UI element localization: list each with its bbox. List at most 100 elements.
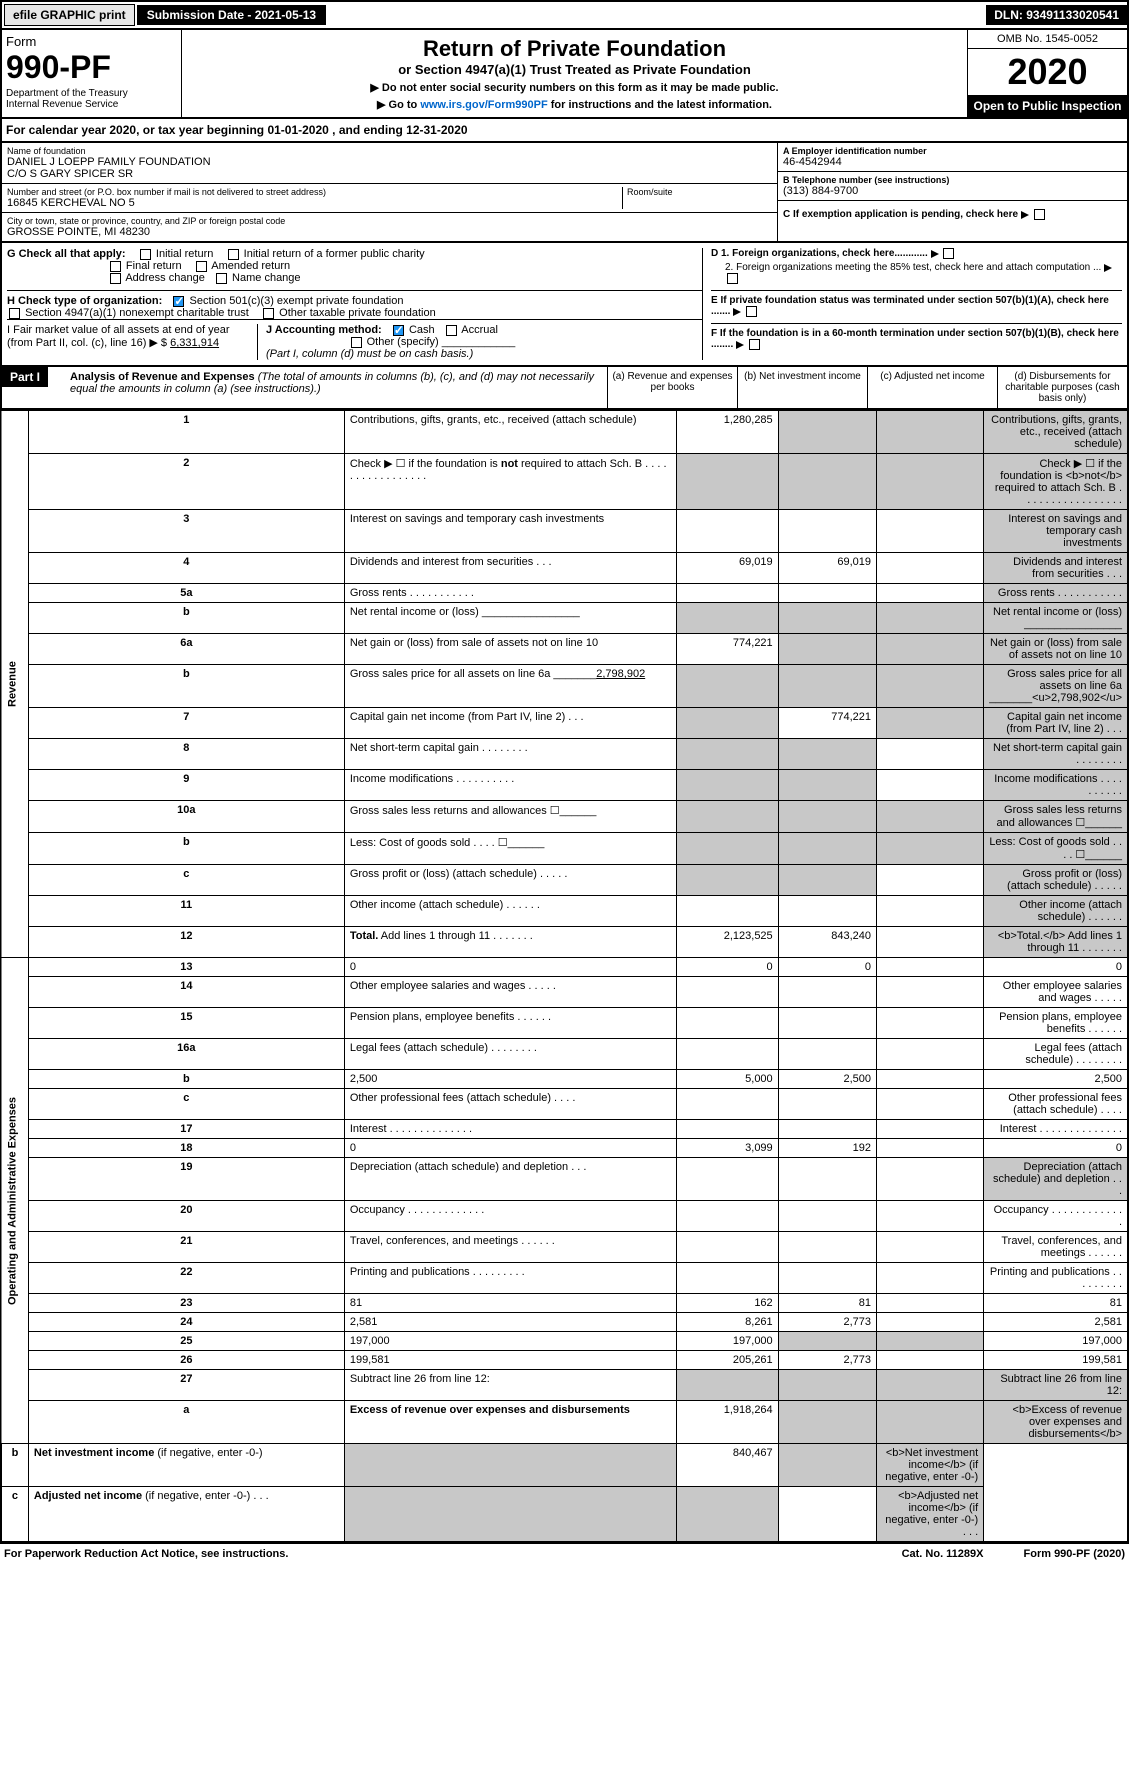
row-num: 10a	[28, 801, 344, 833]
checkbox[interactable]	[263, 308, 274, 319]
cell-d: Printing and publications . . . . . . . …	[984, 1263, 1128, 1294]
cell-b	[778, 1089, 876, 1120]
cell-c	[877, 1370, 984, 1401]
cell-c	[877, 1139, 984, 1158]
table-row: Revenue1Contributions, gifts, grants, et…	[1, 411, 1128, 454]
checkbox[interactable]	[110, 273, 121, 284]
row-num: b	[28, 665, 344, 708]
row-desc: Less: Cost of goods sold . . . . ☐______	[344, 833, 676, 865]
row-desc: Gross sales less returns and allowances …	[344, 801, 676, 833]
cell-a	[676, 510, 778, 553]
cell-c	[877, 833, 984, 865]
row-num: 4	[28, 553, 344, 584]
expenses-vtab: Operating and Administrative Expenses	[1, 958, 28, 1444]
cell-b	[778, 896, 876, 927]
form-number: 990-PF	[6, 49, 177, 86]
row-desc: Dividends and interest from securities .…	[344, 553, 676, 584]
checkbox-checked[interactable]	[173, 296, 184, 307]
cell-b	[778, 584, 876, 603]
row-desc: Capital gain net income (from Part IV, l…	[344, 708, 676, 739]
table-row: 4Dividends and interest from securities …	[1, 553, 1128, 584]
cell-b	[778, 1332, 876, 1351]
cell-a: 197,000	[676, 1332, 778, 1351]
row-desc: Other income (attach schedule) . . . . .…	[344, 896, 676, 927]
table-row: 12Total. Add lines 1 through 11 . . . . …	[1, 927, 1128, 958]
cell-c	[877, 553, 984, 584]
check-left: G Check all that apply: Initial return I…	[7, 248, 702, 360]
row-desc: Gross rents . . . . . . . . . . .	[344, 584, 676, 603]
checkbox[interactable]	[351, 337, 362, 348]
row-desc: Net short-term capital gain . . . . . . …	[344, 739, 676, 770]
table-row: 22Printing and publications . . . . . . …	[1, 1263, 1128, 1294]
foundation-name: Name of foundation DANIEL J LOEPP FAMILY…	[2, 143, 777, 184]
cell-b	[778, 510, 876, 553]
table-row: 17Interest . . . . . . . . . . . . . .In…	[1, 1120, 1128, 1139]
cell-a	[676, 1089, 778, 1120]
row-num: 21	[28, 1232, 344, 1263]
cell-d: Occupancy . . . . . . . . . . . . .	[984, 1201, 1128, 1232]
row-num: a	[28, 1401, 344, 1444]
instructions-link[interactable]: www.irs.gov/Form990PF	[420, 99, 547, 111]
cell-a	[676, 603, 778, 634]
efile-button[interactable]: efile GRAPHIC print	[4, 4, 135, 26]
cell-a	[676, 1039, 778, 1070]
table-row: bNet rental income or (loss) ___________…	[1, 603, 1128, 634]
checkbox[interactable]	[727, 273, 738, 284]
phone: B Telephone number (see instructions) (3…	[778, 172, 1127, 201]
table-row: bNet investment income (if negative, ent…	[1, 1444, 1128, 1487]
footer: For Paperwork Reduction Act Notice, see …	[0, 1543, 1129, 1564]
cell-a	[676, 1201, 778, 1232]
cell-a: 2,123,525	[676, 927, 778, 958]
checkbox[interactable]	[9, 308, 20, 319]
open-inspection: Open to Public Inspection	[968, 95, 1127, 117]
checkbox[interactable]	[228, 249, 239, 260]
cell-d: <b>Net investment income</b> (if negativ…	[877, 1444, 984, 1487]
checkbox[interactable]	[140, 249, 151, 260]
row-desc: Legal fees (attach schedule) . . . . . .…	[344, 1039, 676, 1070]
checkbox-checked[interactable]	[393, 325, 404, 336]
row-num: b	[1, 1444, 28, 1487]
part-desc: Analysis of Revenue and Expenses (The to…	[62, 367, 607, 408]
cell-b	[778, 1039, 876, 1070]
table-row: 15Pension plans, employee benefits . . .…	[1, 1008, 1128, 1039]
row-desc: 199,581	[344, 1351, 676, 1370]
cell-c	[877, 1401, 984, 1444]
note-2: ▶ Go to www.irs.gov/Form990PF for instru…	[188, 98, 961, 111]
checkbox[interactable]	[446, 325, 457, 336]
cell-b	[778, 977, 876, 1008]
cell-c	[877, 1332, 984, 1351]
cell-d: Travel, conferences, and meetings . . . …	[984, 1232, 1128, 1263]
cell-a: 162	[676, 1294, 778, 1313]
row-num: 9	[28, 770, 344, 801]
cell-a: 1,918,264	[676, 1401, 778, 1444]
info-grid: Name of foundation DANIEL J LOEPP FAMILY…	[0, 143, 1129, 243]
cell-d: 81	[984, 1294, 1128, 1313]
checkbox[interactable]	[749, 339, 760, 350]
checkbox[interactable]	[110, 261, 121, 272]
info-left: Name of foundation DANIEL J LOEPP FAMILY…	[2, 143, 777, 241]
row-num: 11	[28, 896, 344, 927]
table-row: 9 Income modifications . . . . . . . . . …	[1, 770, 1128, 801]
checkbox[interactable]	[1034, 209, 1045, 220]
cell-b: 843,240	[778, 927, 876, 958]
col-a: (a) Revenue and expenses per books	[607, 367, 737, 408]
cell-a	[344, 1444, 676, 1487]
cell-b	[778, 801, 876, 833]
checkbox[interactable]	[943, 248, 954, 259]
footer-right: Form 990-PF (2020)	[1024, 1548, 1126, 1560]
cell-a	[676, 739, 778, 770]
row-num: b	[28, 1070, 344, 1089]
checkbox[interactable]	[196, 261, 207, 272]
cell-d: Income modifications . . . . . . . . . .	[984, 770, 1128, 801]
checkbox[interactable]	[216, 273, 227, 284]
row-desc: Printing and publications . . . . . . . …	[344, 1263, 676, 1294]
cell-b	[778, 1263, 876, 1294]
table-row: 6aNet gain or (loss) from sale of assets…	[1, 634, 1128, 665]
table-row: 10aGross sales less returns and allowanc…	[1, 801, 1128, 833]
footer-left: For Paperwork Reduction Act Notice, see …	[4, 1548, 288, 1560]
checkbox[interactable]	[746, 306, 757, 317]
cell-d: 2,581	[984, 1313, 1128, 1332]
cell-c	[877, 1089, 984, 1120]
cell-c	[877, 896, 984, 927]
table-row: 3Interest on savings and temporary cash …	[1, 510, 1128, 553]
